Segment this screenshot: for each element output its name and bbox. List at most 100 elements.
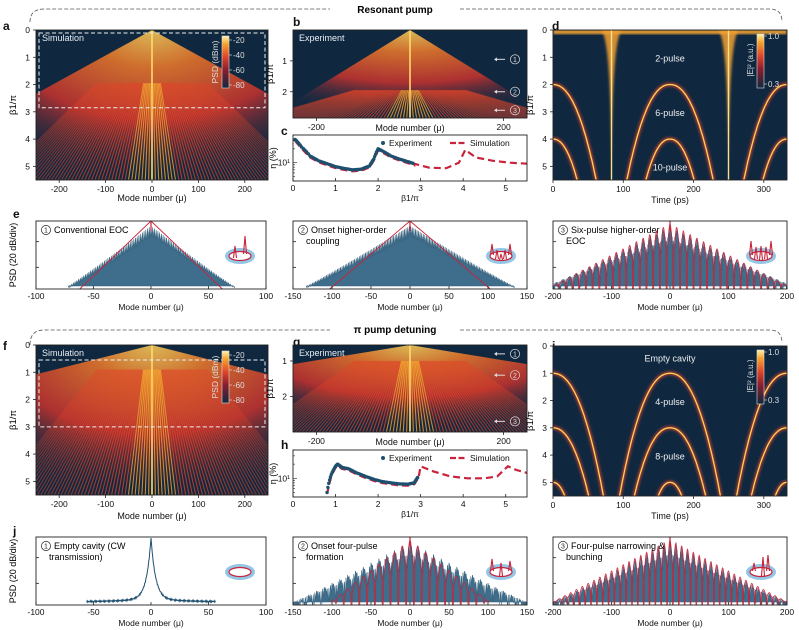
- fringe-line: [346, 89, 388, 118]
- fringe-line: [36, 369, 104, 465]
- pulse-peak-icon: [498, 253, 504, 261]
- fringe-line: [429, 360, 468, 432]
- pulse-trace: [553, 372, 605, 496]
- pulse-peak-icon: [502, 249, 508, 260]
- plot-frame: [552, 345, 788, 497]
- spectrum-panel-e1: -100 -50 0 50 100 Mode number (μ) PSD (20 dB/d…: [8, 220, 273, 312]
- fringe-line: [444, 89, 507, 118]
- annotation: 10-pulse: [653, 163, 688, 173]
- fringe-line: [87, 369, 130, 495]
- fringe-line: [198, 369, 268, 474]
- panel-label: c: [281, 124, 288, 138]
- pulse-peak-icon: [751, 562, 757, 572]
- x-axis-label: Time (ps): [651, 195, 689, 205]
- x-tick-label: 100: [191, 184, 205, 194]
- fringe-line: [168, 83, 200, 180]
- circled-number: 1: [44, 544, 48, 551]
- fringe-line: [310, 89, 375, 118]
- panel-label: j: [12, 524, 16, 538]
- fringe-line: [37, 82, 112, 180]
- fringe-line: [441, 360, 502, 432]
- inner-label: Simulation: [42, 348, 84, 358]
- fringe-line: [396, 90, 406, 118]
- fringe-line: [293, 360, 356, 406]
- heatmap-content: [293, 30, 527, 118]
- ring-icon: [746, 564, 776, 580]
- y-tick-label: 4: [25, 134, 30, 144]
- fringe-line: [36, 82, 107, 168]
- fringe-line: [203, 369, 268, 458]
- fringe-line: [402, 360, 409, 432]
- fringe-line: [84, 369, 129, 495]
- fringe-line: [375, 360, 399, 432]
- pulse-trace: [618, 372, 722, 496]
- fringe-line: [57, 369, 119, 495]
- fringe-line: [36, 369, 100, 454]
- x-tick-label: 50: [204, 291, 214, 301]
- x-tick-label: 200: [497, 436, 511, 446]
- fringe-line: [304, 360, 374, 432]
- fringe-line: [182, 369, 241, 495]
- colorbar: [756, 33, 765, 89]
- fringe-line: [411, 90, 418, 118]
- fringe-line: [293, 89, 361, 113]
- spectrum-title: Onset four-pulse formation: [306, 541, 378, 562]
- fringe-line: [293, 360, 362, 416]
- fringe-line: [433, 360, 479, 432]
- fringe-line: [428, 89, 464, 118]
- fringe-line: [36, 369, 98, 447]
- fringe-line: [104, 369, 136, 495]
- fringe-line: [336, 89, 384, 118]
- fringe-line: [97, 369, 134, 495]
- x-tick-label: -200: [544, 607, 561, 617]
- fringe-line: [84, 82, 129, 180]
- y-tick-label: 5: [542, 477, 547, 487]
- fringe-line: [430, 89, 467, 118]
- x-tick-label: 0: [149, 607, 154, 617]
- spectrum-title: Conventional EOC: [54, 225, 129, 235]
- fringe-line: [419, 360, 438, 432]
- arrow-icon: [494, 57, 497, 62]
- circled-number-ring: [41, 225, 51, 235]
- fringe-line: [157, 369, 170, 495]
- circled-number: 1: [513, 351, 517, 358]
- fringe-line: [311, 360, 376, 432]
- y-tick-label: 3: [25, 422, 30, 432]
- fringe-line: [293, 360, 360, 414]
- circled-number: 2: [513, 373, 517, 380]
- experiment-point: [326, 485, 330, 490]
- fringe-line: [43, 369, 115, 495]
- fringe-line: [161, 83, 180, 180]
- fringe-line: [177, 82, 227, 180]
- circled-number-ring: [510, 86, 520, 97]
- fringe-line: [355, 360, 392, 432]
- plot-content: [306, 221, 515, 289]
- fringe-line: [40, 369, 113, 495]
- fringe-line: [195, 82, 268, 171]
- spectrum-title: Empty cavity (CW transmission): [49, 541, 126, 562]
- fringe-line: [169, 83, 203, 180]
- fringe-line: [107, 369, 137, 495]
- fringe-line: [191, 82, 264, 180]
- fringe-line: [456, 89, 527, 115]
- fringe-line: [353, 89, 390, 118]
- circled-number-ring: [298, 225, 308, 235]
- fringe-line: [114, 369, 140, 495]
- x-tick-label: 100: [616, 184, 630, 194]
- circled-number: 2: [301, 544, 305, 551]
- arrow-icon: [494, 351, 497, 356]
- fringe-line: [36, 82, 110, 175]
- plot-content: [325, 462, 527, 495]
- fringe-line: [104, 83, 136, 180]
- fringe-line: [203, 82, 268, 152]
- fringe-line: [182, 82, 240, 180]
- y-tick-label: 2: [542, 396, 547, 406]
- x-tick-label: 300: [757, 184, 771, 194]
- x-tick-label: 5: [503, 183, 508, 193]
- fringe-line: [428, 360, 465, 432]
- fringe-line: [173, 82, 214, 180]
- experiment-point: [411, 161, 415, 166]
- fringe-line: [433, 89, 477, 118]
- fringe-line: [53, 82, 118, 180]
- fringe-line: [60, 82, 121, 180]
